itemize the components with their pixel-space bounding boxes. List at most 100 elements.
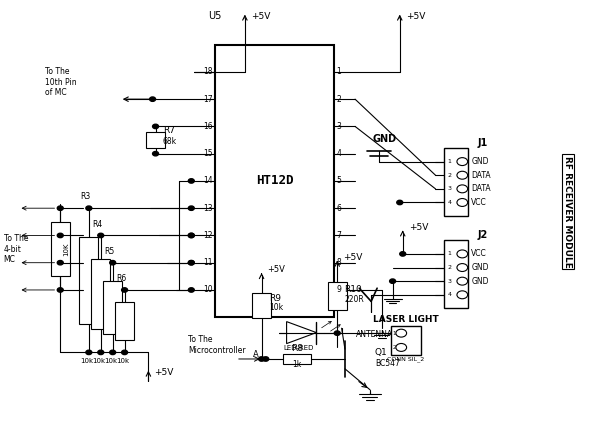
Text: 15: 15 <box>203 149 213 158</box>
Circle shape <box>188 261 194 265</box>
Text: 2: 2 <box>393 345 396 350</box>
Text: 11: 11 <box>203 258 213 267</box>
Bar <box>391 326 421 355</box>
Text: R3: R3 <box>80 192 90 202</box>
Text: CONN SIL_2: CONN SIL_2 <box>387 356 424 362</box>
Text: 9: 9 <box>337 285 341 295</box>
Circle shape <box>188 288 194 292</box>
Bar <box>79 237 99 324</box>
Bar <box>91 259 110 329</box>
Circle shape <box>153 124 159 129</box>
Text: HT12D: HT12D <box>256 175 294 187</box>
Text: A: A <box>253 350 259 359</box>
Text: 1: 1 <box>447 159 451 164</box>
Text: 5: 5 <box>337 176 341 185</box>
Circle shape <box>188 233 194 238</box>
Text: DATA: DATA <box>471 184 491 193</box>
Circle shape <box>110 350 116 355</box>
Circle shape <box>98 233 104 238</box>
Circle shape <box>334 331 340 335</box>
Circle shape <box>57 288 63 292</box>
Circle shape <box>390 279 396 284</box>
Bar <box>444 148 468 216</box>
Text: LED-RED: LED-RED <box>284 345 313 351</box>
Circle shape <box>457 198 467 206</box>
Circle shape <box>122 288 128 292</box>
Text: To The
10th Pin
of MC: To The 10th Pin of MC <box>45 67 77 97</box>
Circle shape <box>57 233 63 238</box>
Text: R5: R5 <box>104 247 114 256</box>
Text: 10k: 10k <box>93 359 106 364</box>
Text: 2: 2 <box>447 173 451 178</box>
Text: 3: 3 <box>447 187 451 191</box>
Text: BC547: BC547 <box>375 359 400 367</box>
Text: R10: R10 <box>344 285 362 294</box>
Bar <box>146 132 165 148</box>
Text: GND: GND <box>471 263 489 272</box>
Circle shape <box>397 200 403 205</box>
Text: 10k: 10k <box>81 359 94 364</box>
Text: R9: R9 <box>269 294 281 303</box>
Text: GND: GND <box>471 277 489 286</box>
Text: +5V: +5V <box>343 253 362 262</box>
Circle shape <box>188 261 194 265</box>
Circle shape <box>122 350 128 355</box>
Circle shape <box>259 357 264 361</box>
Text: 10K: 10K <box>63 242 69 256</box>
Circle shape <box>110 261 116 265</box>
Circle shape <box>400 252 406 256</box>
Text: RF RECEIVER MODULE: RF RECEIVER MODULE <box>563 156 572 268</box>
Text: +5V: +5V <box>409 223 428 232</box>
Circle shape <box>457 264 467 272</box>
Circle shape <box>98 350 104 355</box>
Text: J1: J1 <box>478 138 488 148</box>
Bar <box>444 240 468 308</box>
Text: 4: 4 <box>337 149 341 158</box>
Bar <box>51 222 70 276</box>
Text: +5V: +5V <box>155 368 174 377</box>
Circle shape <box>457 291 467 299</box>
Text: 3: 3 <box>337 122 341 131</box>
Text: VCC: VCC <box>471 198 487 207</box>
Text: 220R: 220R <box>344 295 364 303</box>
Circle shape <box>457 185 467 193</box>
Text: 18: 18 <box>203 67 213 76</box>
Text: 6: 6 <box>337 204 341 213</box>
Text: 3: 3 <box>447 279 451 284</box>
Text: 13: 13 <box>203 204 213 213</box>
Text: 1k: 1k <box>293 360 301 369</box>
Text: +5V: +5V <box>251 11 270 21</box>
Text: 2: 2 <box>447 265 451 270</box>
Text: GND: GND <box>373 134 397 144</box>
Text: 4: 4 <box>447 292 451 297</box>
Text: 17: 17 <box>203 95 213 104</box>
Text: +5V: +5V <box>267 265 285 274</box>
Circle shape <box>86 206 92 210</box>
Circle shape <box>263 357 269 361</box>
Text: 10k: 10k <box>116 359 130 364</box>
Bar <box>252 292 271 318</box>
Circle shape <box>188 206 194 210</box>
Text: DATA: DATA <box>471 171 491 180</box>
Text: LASER LIGHT: LASER LIGHT <box>373 314 439 324</box>
Circle shape <box>150 97 156 101</box>
Text: 8: 8 <box>337 258 341 267</box>
Text: 1: 1 <box>393 331 396 336</box>
Circle shape <box>153 151 159 156</box>
Text: 68k: 68k <box>163 138 177 146</box>
Text: ANTENNA: ANTENNA <box>356 329 393 339</box>
Text: Q1: Q1 <box>375 348 387 357</box>
Text: 10k: 10k <box>104 359 118 364</box>
Text: To The
Microcontroller: To The Microcontroller <box>188 335 246 355</box>
Circle shape <box>86 350 92 355</box>
Circle shape <box>457 157 467 165</box>
Text: U5: U5 <box>208 11 221 21</box>
Text: +5V: +5V <box>406 11 425 21</box>
Text: 4: 4 <box>447 200 451 205</box>
Text: J2: J2 <box>478 230 488 240</box>
Text: 14: 14 <box>203 176 213 185</box>
Circle shape <box>457 171 467 179</box>
Text: 10: 10 <box>203 285 213 295</box>
Bar <box>215 45 334 317</box>
Bar <box>328 283 347 310</box>
